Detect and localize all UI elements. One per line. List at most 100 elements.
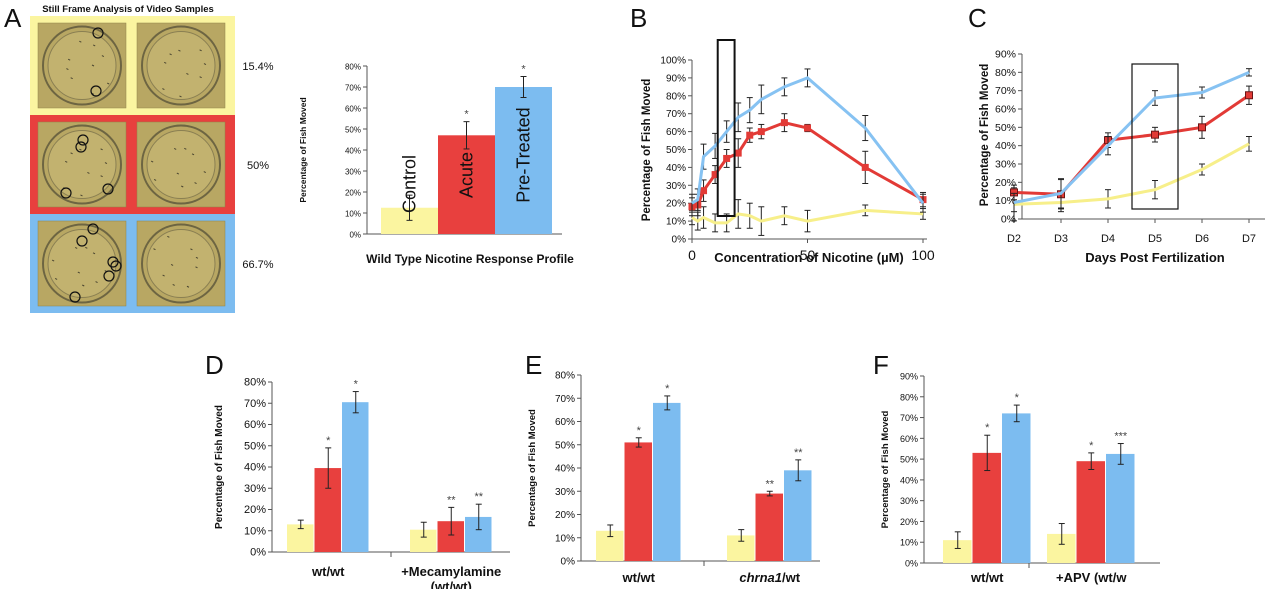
moved-fish-circle bbox=[90, 85, 102, 97]
significance-star: * bbox=[354, 379, 359, 391]
larva-speck bbox=[67, 58, 71, 61]
significance-star: * bbox=[1089, 440, 1094, 452]
y-tick-label: 60% bbox=[345, 105, 361, 114]
error-bar bbox=[635, 437, 642, 448]
larva-speck bbox=[95, 281, 98, 284]
larva-speck bbox=[150, 160, 154, 163]
y-tick-label: 10% bbox=[995, 195, 1016, 207]
red-marker bbox=[734, 149, 742, 157]
bar-wtwt-blue bbox=[342, 402, 369, 552]
bar-apvwtw-red bbox=[1076, 461, 1105, 563]
larva-speck bbox=[77, 271, 81, 274]
larva-speck bbox=[173, 147, 177, 150]
moved-fish-circle bbox=[75, 141, 87, 153]
y-tick-label: 80% bbox=[244, 377, 266, 389]
panel-letter-e: E bbox=[525, 350, 542, 380]
bar-wtwt-red bbox=[624, 442, 652, 561]
y-tick-label: 70% bbox=[244, 398, 266, 410]
y-tick-label: 20% bbox=[900, 517, 918, 527]
x-axis-title: Concentration of Nicotine (µM) bbox=[714, 250, 903, 265]
bar-mecamylamine-yellow bbox=[410, 529, 437, 552]
panel-letter-a: A bbox=[4, 3, 22, 33]
y-tick-label: 0% bbox=[672, 235, 687, 246]
larva-speck bbox=[64, 160, 68, 163]
dish-inner bbox=[146, 229, 216, 298]
error-bar bbox=[325, 447, 332, 489]
y-axis-B: 0% 10% 20% 30% 40% 50% 60% 70% 80% 90% 100% bbox=[660, 56, 693, 246]
panel-letter-f: F bbox=[873, 350, 889, 380]
bar-acute bbox=[438, 135, 495, 234]
larva-speck bbox=[51, 259, 55, 262]
y-tick-label: 70% bbox=[900, 413, 918, 423]
red-marker bbox=[861, 163, 869, 171]
dish-rim bbox=[141, 124, 221, 205]
y-tick-label: 0% bbox=[349, 231, 361, 240]
y-tick-label: 40% bbox=[995, 140, 1016, 152]
y-tick-label: 60% bbox=[244, 419, 266, 431]
y-tick-label: 20% bbox=[666, 199, 686, 210]
larva-speck bbox=[82, 284, 85, 287]
group-label-2: +Mecamylamine bbox=[401, 564, 501, 579]
group-label-1: wt/wt bbox=[622, 570, 656, 585]
larva-speck bbox=[195, 256, 199, 259]
larva-speck bbox=[191, 153, 195, 156]
y-tick-label: 30% bbox=[995, 159, 1016, 171]
y-tick-label: 50% bbox=[900, 455, 918, 465]
group-label-italic: chrna1 bbox=[739, 570, 782, 585]
y-axis-title-D: Percentage of Fish Moved bbox=[214, 405, 225, 529]
moved-fish-circle bbox=[103, 270, 115, 282]
larva-speck bbox=[190, 248, 193, 251]
larva-speck bbox=[203, 63, 207, 65]
dish-row-3 bbox=[30, 214, 235, 313]
y-tick-label: 0% bbox=[1001, 214, 1016, 226]
moved-fish-circle bbox=[87, 223, 99, 235]
y-axis-A-bar: 0% 10% 20% 30% 40% 50% 60% 70% 80% bbox=[345, 63, 368, 240]
moved-fish-circle bbox=[77, 134, 89, 146]
dish-row-1 bbox=[30, 16, 235, 115]
larva-speck bbox=[186, 285, 190, 288]
error-bar bbox=[448, 506, 455, 536]
series-line-yellow bbox=[691, 208, 924, 225]
larva-speck bbox=[203, 171, 207, 173]
y-tick-label: 60% bbox=[666, 127, 686, 138]
larva-speck bbox=[169, 53, 172, 56]
y-axis-title-E: Percentage of Fish Moved bbox=[527, 409, 538, 527]
dish-inner bbox=[146, 31, 216, 100]
y-axis-D: 0% 10% 20% 30% 40% 50% 60% 70% 80% bbox=[244, 377, 273, 559]
panel-letter-c: C bbox=[968, 3, 987, 33]
y-tick-label: 20% bbox=[345, 189, 361, 198]
error-bar bbox=[420, 521, 427, 538]
red-marker bbox=[804, 124, 811, 132]
y-tick-label: 50% bbox=[345, 126, 361, 135]
x-axis-title: Days Post Fertilization bbox=[1085, 250, 1224, 265]
larva-speck bbox=[184, 147, 187, 150]
red-marker bbox=[757, 128, 765, 136]
larva-speck bbox=[92, 44, 96, 47]
y-tick-label: 80% bbox=[345, 63, 361, 72]
y-tick-label: 40% bbox=[900, 475, 918, 485]
y-tick-label: 30% bbox=[244, 483, 266, 495]
y-tick-label: 60% bbox=[555, 417, 575, 428]
larva-speck bbox=[167, 235, 170, 238]
y-tick-label: 80% bbox=[900, 392, 918, 402]
y-tick-label: 70% bbox=[345, 84, 361, 93]
moved-fish-circle bbox=[110, 260, 122, 272]
bar-label-pre-treated: Pre-Treated bbox=[514, 107, 534, 202]
y-axis-title-B: Percentage of Fish Moved bbox=[641, 79, 653, 222]
y-tick-label: 80% bbox=[666, 91, 686, 102]
larva-speck bbox=[181, 185, 184, 188]
y-tick-label: 80% bbox=[995, 67, 1016, 79]
group-label-2: (wt/wt) bbox=[431, 579, 472, 589]
error-bar bbox=[297, 519, 304, 530]
larva-speck bbox=[80, 194, 83, 197]
y-axis-title-F: Percentage of Fish Moved bbox=[880, 410, 891, 528]
y-tick-label: 80% bbox=[555, 371, 575, 382]
error-bar bbox=[766, 490, 773, 497]
y-tick-label: 10% bbox=[666, 217, 686, 228]
moved-fish-circle bbox=[76, 235, 88, 247]
bar-chrna1wt-blue bbox=[784, 470, 812, 561]
series-line-blue bbox=[691, 76, 925, 205]
larva-speck bbox=[172, 284, 175, 286]
larva-speck bbox=[176, 172, 180, 175]
y-axis-title-A-bar: Percentage of Fish Moved bbox=[298, 97, 308, 202]
